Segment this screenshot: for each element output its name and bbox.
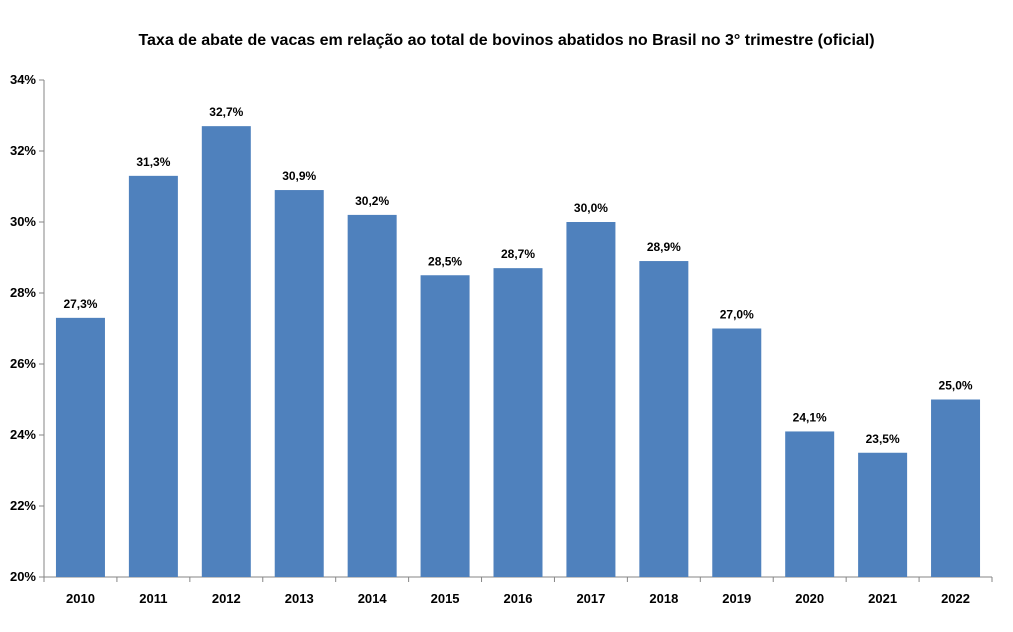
- bar: [420, 275, 470, 577]
- y-tick-label: 24%: [10, 427, 36, 442]
- x-tick-label: 2018: [649, 591, 678, 606]
- y-tick-label: 34%: [10, 72, 36, 87]
- data-label: 28,9%: [647, 240, 681, 254]
- data-label: 25,0%: [939, 379, 973, 393]
- data-label: 30,0%: [574, 201, 608, 215]
- data-label: 24,1%: [793, 410, 827, 424]
- data-label: 27,0%: [720, 308, 754, 322]
- data-label: 31,3%: [136, 155, 170, 169]
- data-label: 30,2%: [355, 194, 389, 208]
- bar: [201, 126, 251, 578]
- bar: [493, 268, 543, 577]
- bar: [128, 175, 178, 577]
- x-tick-label: 2017: [576, 591, 605, 606]
- y-tick-label: 32%: [10, 143, 36, 158]
- x-tick-label: 2019: [722, 591, 751, 606]
- x-tick-label: 2014: [358, 591, 388, 606]
- x-tick-label: 2020: [795, 591, 824, 606]
- y-tick-label: 20%: [10, 569, 36, 584]
- y-tick-label: 26%: [10, 356, 36, 371]
- data-label: 30,9%: [282, 169, 316, 183]
- y-tick-label: 30%: [10, 214, 36, 229]
- x-tick-label: 2015: [431, 591, 460, 606]
- x-tick-label: 2012: [212, 591, 241, 606]
- data-label: 28,5%: [428, 254, 462, 268]
- bar: [566, 222, 616, 577]
- bar: [639, 261, 689, 577]
- bar: [931, 399, 981, 577]
- bar: [785, 431, 835, 577]
- chart-title: Taxa de abate de vacas em relação ao tot…: [138, 32, 875, 49]
- y-tick-label: 22%: [10, 498, 36, 513]
- bar: [858, 452, 908, 577]
- bar: [55, 317, 105, 577]
- data-label: 23,5%: [866, 432, 900, 446]
- x-tick-label: 2010: [66, 591, 95, 606]
- x-tick-label: 2021: [868, 591, 897, 606]
- x-tick-label: 2022: [941, 591, 970, 606]
- bar: [274, 190, 324, 578]
- x-tick-label: 2011: [139, 591, 167, 606]
- data-label: 32,7%: [209, 105, 243, 119]
- bar: [712, 328, 762, 577]
- x-tick-label: 2016: [504, 591, 533, 606]
- data-label: 27,3%: [63, 297, 97, 311]
- y-tick-label: 28%: [10, 285, 36, 300]
- x-tick-label: 2013: [285, 591, 314, 606]
- data-label: 28,7%: [501, 247, 535, 261]
- bar: [347, 214, 397, 577]
